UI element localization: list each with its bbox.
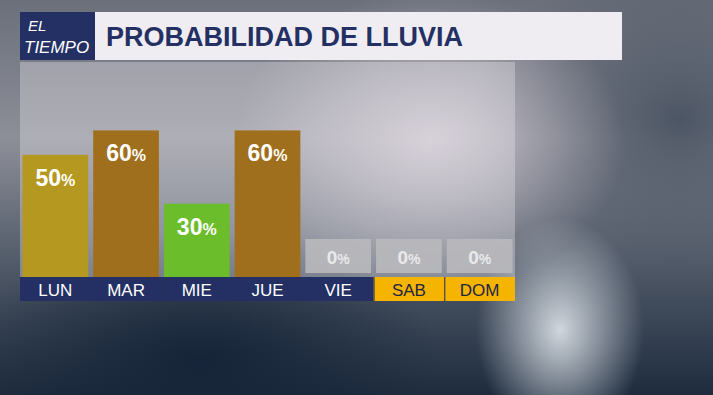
category-label: DOM (460, 281, 500, 300)
category-label: LUN (38, 281, 72, 300)
data-label-unit: % (337, 251, 350, 267)
category-box (20, 277, 91, 301)
bar (164, 204, 230, 277)
data-label: 0% (327, 247, 351, 268)
label-box (305, 239, 371, 273)
category-box (444, 277, 515, 301)
bar (376, 277, 442, 278)
data-label: 30% (177, 214, 217, 240)
category-separator (444, 277, 445, 301)
data-label-number: 60 (248, 140, 274, 166)
bars (23, 130, 301, 277)
data-label-number: 0 (327, 247, 338, 268)
data-label: 60% (248, 140, 288, 166)
label-box (447, 239, 513, 273)
category-box (232, 277, 303, 301)
category-box (91, 277, 162, 301)
data-label-unit: % (479, 251, 492, 267)
category-label: JUE (251, 281, 283, 300)
data-label: 0% (468, 247, 492, 268)
logo-text: TIEMPO (24, 38, 89, 57)
data-label: 50% (35, 165, 75, 191)
bar (305, 277, 371, 278)
data-label-unit: % (202, 221, 216, 238)
data-label-unit: % (61, 172, 75, 189)
bar (23, 155, 89, 277)
data-label-number: 0 (468, 247, 479, 268)
title-box (95, 12, 622, 60)
data-label-unit: % (408, 251, 421, 267)
category-box (374, 277, 445, 301)
category-box (303, 277, 374, 301)
category-box (161, 277, 232, 301)
title: PROBABILIDAD DE LLUVIA (106, 22, 463, 52)
data-label-number: 0 (397, 247, 408, 268)
logo-text: EL (28, 17, 46, 34)
data-label-number: 30 (177, 214, 203, 240)
data-label-unit: % (273, 147, 287, 164)
category-label: MIE (182, 281, 212, 300)
category-label: MAR (107, 281, 145, 300)
category-separator (374, 277, 375, 301)
bar (235, 130, 301, 277)
data-label-unit: % (132, 147, 146, 164)
data-label-number: 60 (106, 140, 132, 166)
x-axis: LUN MAR MIE JUE VIE SAB DOM (20, 277, 515, 301)
data-label-number: 50 (35, 165, 61, 191)
plot-panel (20, 62, 515, 277)
data-labels: 50%60%30%60%0%0%0% (35, 140, 512, 273)
data-label: 0% (397, 247, 421, 268)
category-label: SAB (392, 281, 426, 300)
logo-box (20, 12, 95, 60)
bar (447, 277, 513, 278)
bar (93, 130, 159, 277)
data-label: 60% (106, 140, 146, 166)
category-label: VIE (325, 281, 352, 300)
chart: ELTIEMPOPROBABILIDAD DE LLUVIA50%60%30%6… (0, 0, 713, 395)
label-box (376, 239, 442, 273)
